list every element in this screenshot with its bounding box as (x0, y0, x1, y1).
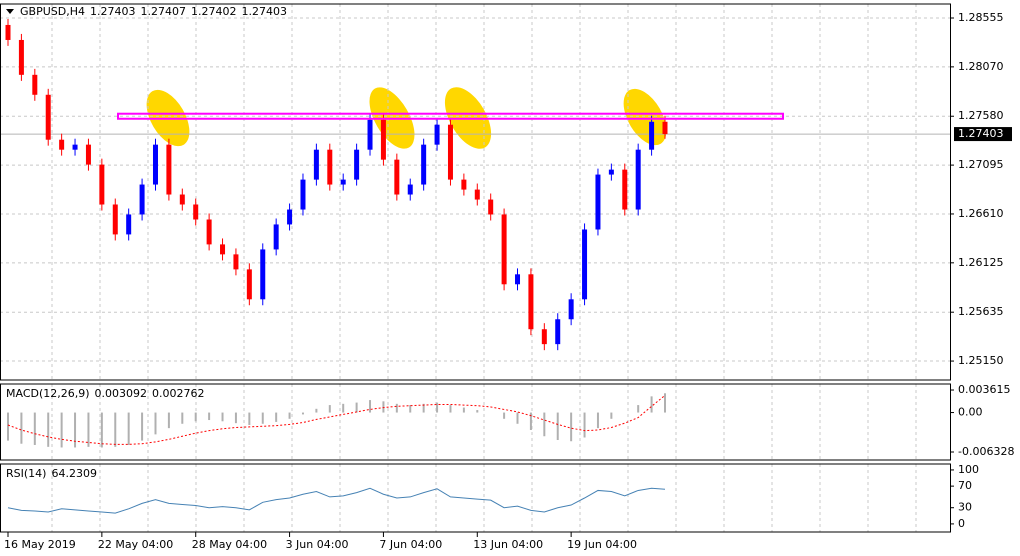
candle-body (139, 184, 145, 215)
candle-body (501, 214, 507, 285)
y-tick-label: 100 (958, 463, 979, 476)
candle-body (193, 204, 199, 220)
candle-body (407, 184, 413, 195)
candle-body (488, 199, 494, 215)
rsi-line (7, 487, 666, 514)
candle-body (327, 149, 333, 185)
candle-body (367, 119, 373, 150)
candle-body (85, 144, 91, 165)
candle-body (380, 119, 386, 160)
candle-body (447, 124, 453, 180)
panel-frame (0, 3, 951, 381)
y-tick-label: 0.00 (958, 406, 983, 419)
x-tick-label: 19 Jun 04:00 (567, 538, 637, 551)
candle-body (595, 174, 601, 230)
candle-body (313, 149, 319, 180)
panel-frame (0, 383, 951, 461)
y-tick-label: 30 (958, 501, 972, 514)
candle-body (608, 169, 614, 175)
indicator-header: GBPUSD,H4 1.27403 1.27407 1.27402 1.27403 (20, 5, 287, 18)
y-tick-label: -0.006328 (958, 445, 1014, 458)
candle-body (635, 149, 641, 210)
header-part: MACD(12,26,9) (6, 387, 90, 400)
candle-body (220, 244, 226, 255)
candle-body (515, 274, 521, 285)
candle-body (287, 209, 293, 225)
x-tick-label: 7 Jun 04:00 (379, 538, 442, 551)
candle-body (662, 121, 668, 135)
candle-body (32, 74, 38, 95)
y-tick-label: 0 (958, 517, 965, 530)
y-tick-label: 1.27095 (958, 158, 1004, 171)
candle-body (528, 274, 534, 330)
x-tick-label: 16 May 2019 (4, 538, 76, 551)
candle-body (233, 254, 239, 270)
y-tick-label: 1.26610 (958, 207, 1004, 220)
x-tick-label: 22 May 04:00 (98, 538, 173, 551)
panel-frame (0, 463, 951, 533)
candle-body (340, 179, 346, 185)
candle-body (649, 121, 655, 150)
y-tick-label: 1.27580 (958, 109, 1004, 122)
candle-body (72, 144, 78, 150)
header-part: 0.002762 (152, 387, 205, 400)
candle-body (206, 219, 212, 245)
signal-line (7, 394, 666, 445)
y-tick-label: 1.28555 (958, 11, 1004, 24)
candle-body (354, 149, 360, 180)
y-tick-label: 0.003615 (958, 383, 1011, 396)
header-part: 1.27407 (140, 5, 186, 18)
candle-body (541, 329, 547, 345)
candle-body (555, 319, 561, 345)
y-tick-label: 70 (958, 479, 972, 492)
candle-body (474, 189, 480, 200)
header-part: 64.2309 (51, 467, 97, 480)
candle-body (112, 204, 118, 235)
candle-body (568, 299, 574, 320)
candle-body (582, 229, 588, 300)
highlight (623, 88, 667, 146)
candle-body (166, 144, 172, 195)
header-part: 0.003092 (95, 387, 148, 400)
header-part: RSI(14) (6, 467, 46, 480)
candle-body (260, 249, 266, 300)
y-tick-label: 1.26125 (958, 256, 1004, 269)
candle-body (126, 214, 132, 235)
indicator-header: RSI(14) 64.2309 (6, 467, 97, 480)
candle-body (5, 24, 11, 40)
candle-body (394, 159, 400, 195)
candle-body (461, 179, 467, 190)
candle-body (179, 194, 185, 205)
candle-body (152, 144, 158, 185)
candle-body (59, 139, 65, 150)
price-box (954, 127, 1012, 142)
y-tick-label: 1.25150 (958, 354, 1004, 367)
current-price-label: 1.27403 (958, 127, 1004, 140)
candle-body (99, 164, 105, 205)
menu-arrow[interactable] (6, 9, 14, 14)
highlight-ellipses (146, 87, 667, 149)
resistance-zone (117, 112, 784, 120)
candle-body (273, 224, 279, 250)
candle-body (18, 39, 24, 75)
x-tick-label: 28 May 04:00 (192, 538, 267, 551)
y-tick-label: 1.25635 (958, 305, 1004, 318)
candle-body (434, 124, 440, 145)
x-tick-label: 3 Jun 04:00 (286, 538, 349, 551)
y-tick-label: 1.28070 (958, 60, 1004, 73)
candle-body (421, 144, 427, 185)
candle-body (246, 269, 252, 300)
candle-body (300, 179, 306, 210)
indicator-header: MACD(12,26,9) 0.003092 0.002762 (6, 387, 205, 400)
candle-body (622, 169, 628, 210)
header-part: 1.27403 (241, 5, 287, 18)
header-part: 1.27402 (191, 5, 237, 18)
x-tick-label: 13 Jun 04:00 (473, 538, 543, 551)
header-part: GBPUSD,H4 (20, 5, 85, 18)
candle-body (45, 94, 51, 140)
header-part: 1.27403 (90, 5, 136, 18)
